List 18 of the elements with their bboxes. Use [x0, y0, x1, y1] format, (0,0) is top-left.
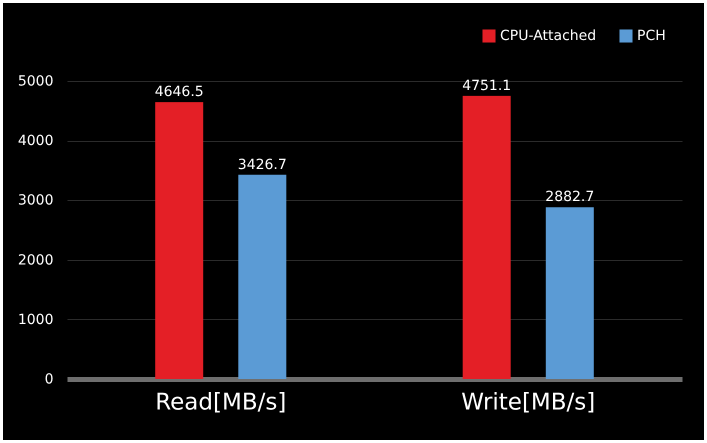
y-tick-label: 5000 — [18, 74, 54, 90]
bar — [155, 102, 204, 379]
y-tick-label: 2000 — [18, 252, 54, 268]
y-tick-label: 0 — [44, 372, 54, 388]
bar — [238, 174, 286, 379]
y-tick-label: 3000 — [18, 192, 54, 209]
legend-label: PCH — [637, 28, 666, 44]
data-label: 4751.1 — [462, 78, 512, 94]
y-tick-label: 1000 — [18, 312, 54, 328]
bar — [546, 207, 594, 379]
data-label: 2882.7 — [545, 189, 594, 206]
y-tick-label: 4000 — [18, 133, 54, 150]
data-label: 3426.7 — [238, 156, 287, 173]
data-label: 4646.5 — [154, 84, 204, 100]
legend-label: CPU-Attached — [500, 28, 596, 44]
bar — [462, 96, 511, 379]
x-tick-label: Write[MB/s] — [461, 390, 596, 416]
x-tick-label: Read[MB/s] — [155, 390, 286, 416]
